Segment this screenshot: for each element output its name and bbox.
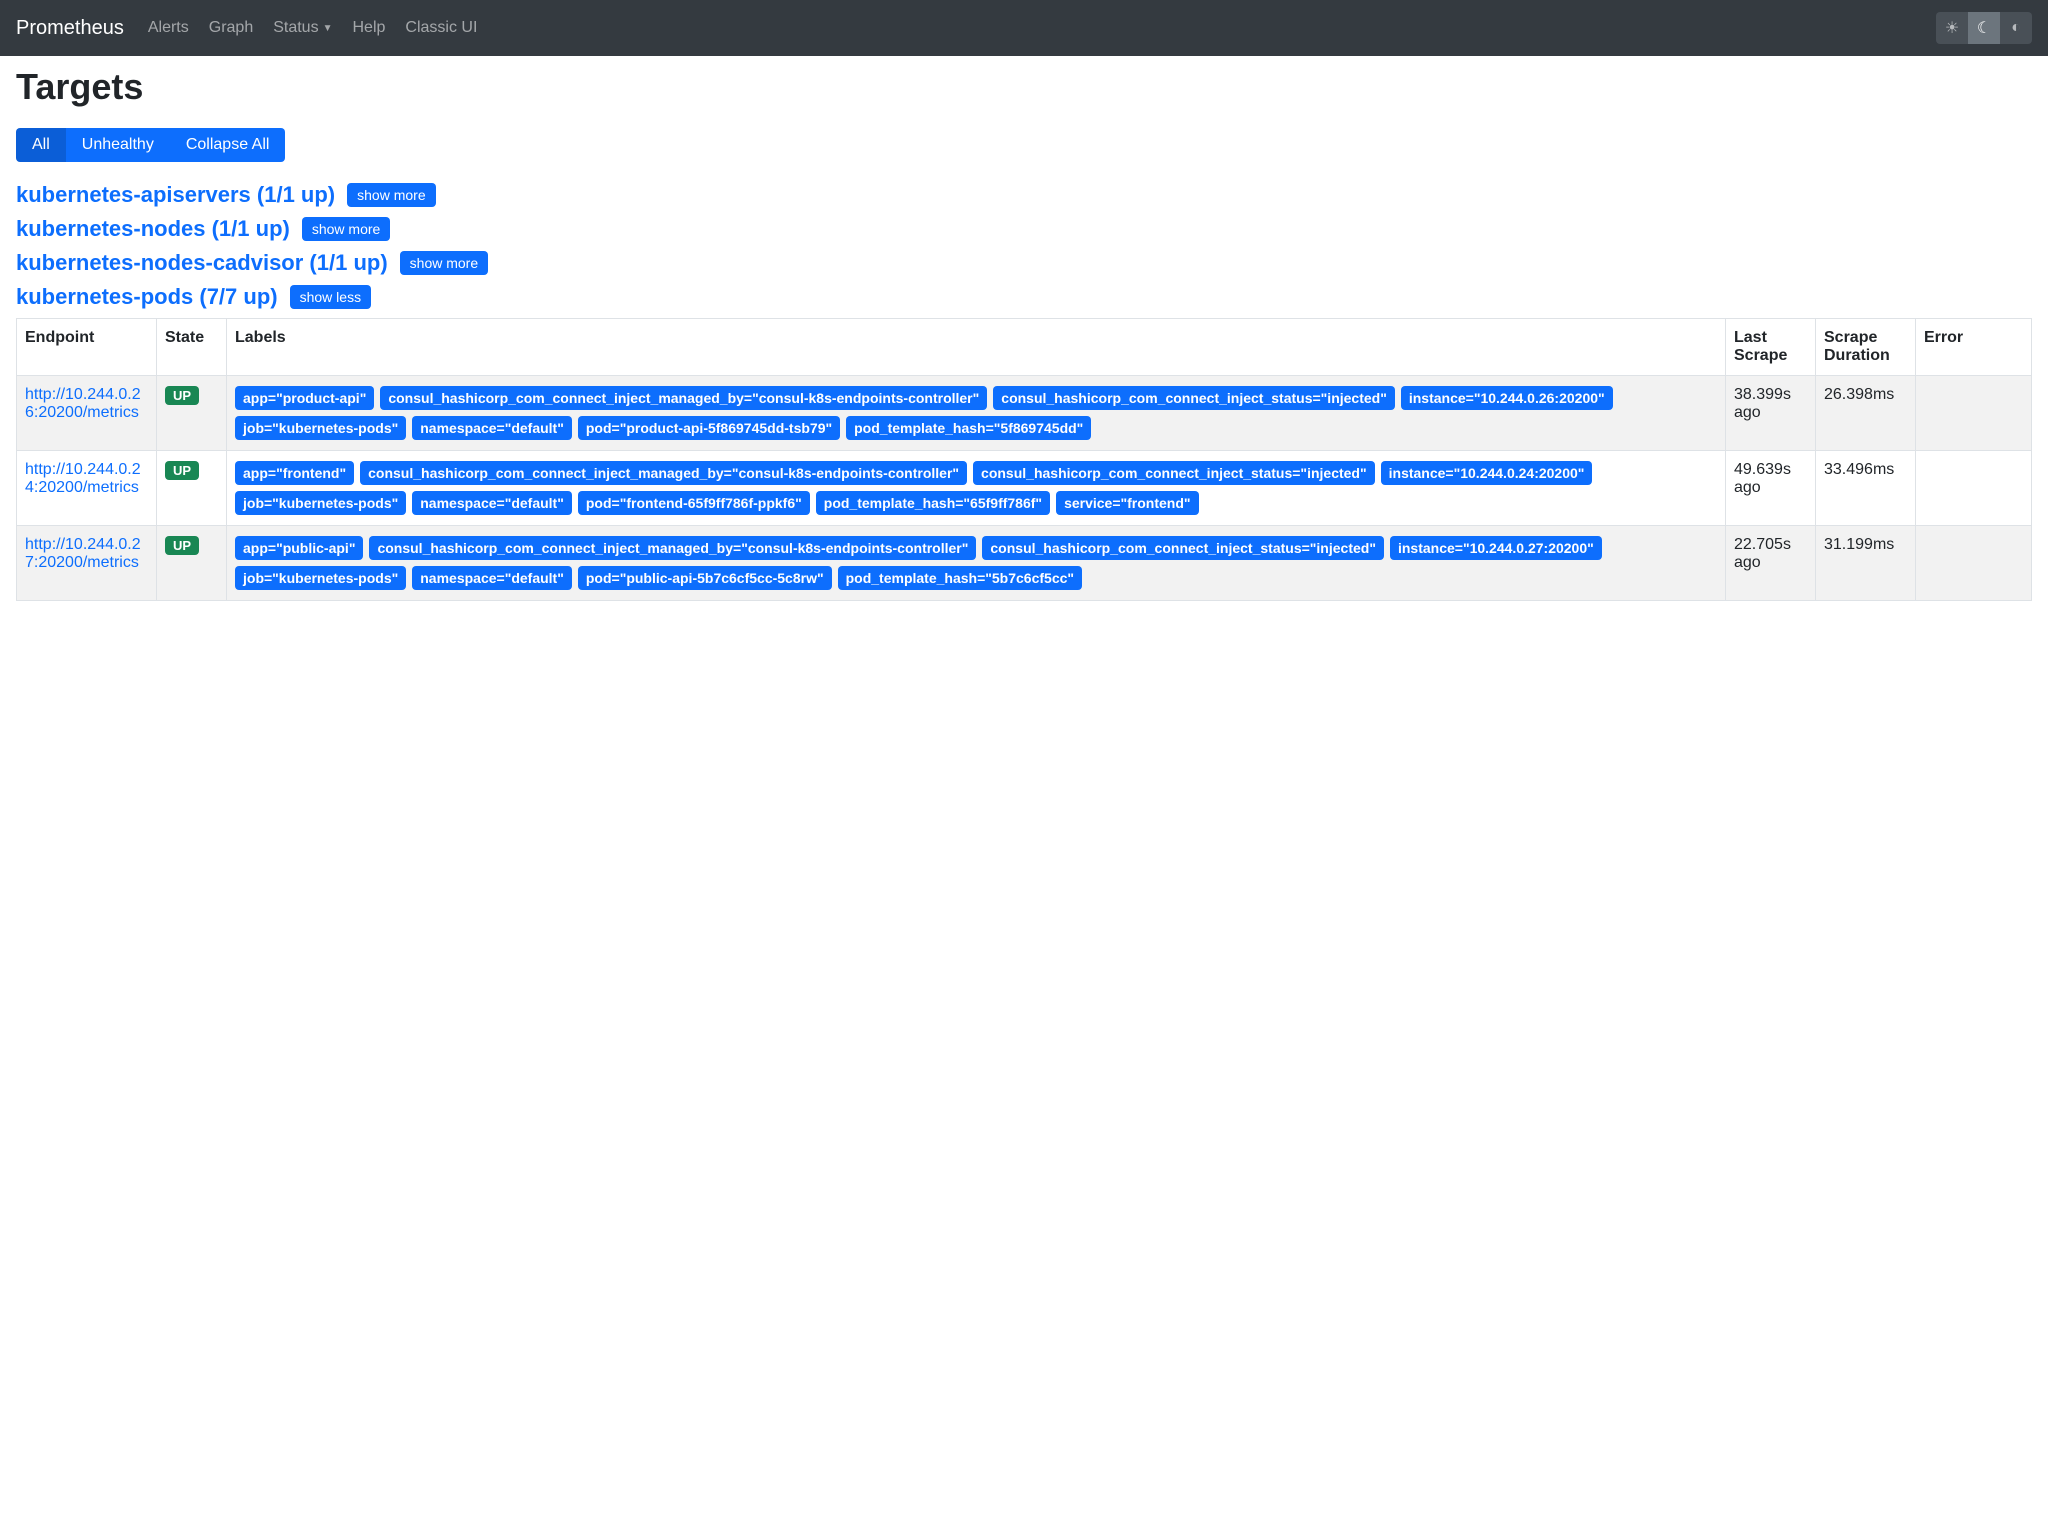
state-badge: UP: [165, 386, 199, 405]
label-badge: consul_hashicorp_com_connect_inject_mana…: [380, 386, 987, 410]
scrape-duration-cell: 26.398ms: [1816, 376, 1916, 451]
label-badge: instance="10.244.0.24:20200": [1381, 461, 1593, 485]
label-badge: pod="frontend-65f9ff786f-ppkf6": [578, 491, 810, 515]
label-badge: consul_hashicorp_com_connect_inject_stat…: [993, 386, 1395, 410]
nav-alerts[interactable]: Alerts: [148, 19, 189, 37]
theme-toggle: ☀ ☾ ◐: [1936, 12, 2032, 44]
label-badge: pod_template_hash="65f9ff786f": [816, 491, 1050, 515]
show-toggle-button[interactable]: show more: [302, 217, 390, 241]
endpoint-link[interactable]: http://10.244.0.24:20200/metrics: [25, 461, 141, 496]
label-badge: consul_hashicorp_com_connect_inject_stat…: [982, 536, 1384, 560]
label-badge: pod_template_hash="5f869745dd": [846, 416, 1091, 440]
th-scrape-duration: Scrape Duration: [1816, 319, 1916, 376]
label-badge: consul_hashicorp_com_connect_inject_mana…: [360, 461, 967, 485]
label-badge: namespace="default": [412, 416, 572, 440]
label-badge: app="frontend": [235, 461, 354, 485]
label-badge: job="kubernetes-pods": [235, 566, 406, 590]
job-name-link[interactable]: kubernetes-pods (7/7 up): [16, 284, 278, 310]
theme-dark-button[interactable]: ☾: [1968, 12, 2000, 44]
job-row: kubernetes-nodes-cadvisor (1/1 up) show m…: [16, 250, 2032, 276]
job-row: kubernetes-apiservers (1/1 up) show more: [16, 182, 2032, 208]
sun-icon: ☀: [1945, 18, 1959, 38]
last-scrape-cell: 22.705s ago: [1726, 526, 1816, 601]
th-last-scrape: Last Scrape: [1726, 319, 1816, 376]
table-row: http://10.244.0.26:20200/metrics UP app="p…: [17, 376, 2032, 451]
job-name-link[interactable]: kubernetes-nodes (1/1 up): [16, 216, 290, 242]
label-badge: namespace="default": [412, 566, 572, 590]
scrape-duration-cell: 31.199ms: [1816, 526, 1916, 601]
table-header-row: Endpoint State Labels Last Scrape Scrape…: [17, 319, 2032, 376]
job-name-link[interactable]: kubernetes-nodes-cadvisor (1/1 up): [16, 250, 388, 276]
moon-icon: ☾: [1977, 18, 1991, 38]
scrape-duration-cell: 33.496ms: [1816, 451, 1916, 526]
label-badge: namespace="default": [412, 491, 572, 515]
label-badge: service="frontend": [1056, 491, 1199, 515]
show-toggle-button[interactable]: show more: [347, 183, 435, 207]
label-badge: pod_template_hash="5b7c6cf5cc": [838, 566, 1082, 590]
label-badge: instance="10.244.0.26:20200": [1401, 386, 1613, 410]
labels-container: app="frontend"consul_hashicorp_com_conne…: [235, 461, 1717, 515]
nav-status[interactable]: Status ▼: [273, 19, 332, 37]
navbar: Prometheus Alerts Graph Status ▼ Help Cla…: [0, 0, 2048, 56]
last-scrape-cell: 49.639s ago: [1726, 451, 1816, 526]
show-toggle-button[interactable]: show less: [290, 285, 371, 309]
main-container: Targets All Unhealthy Collapse All kuber…: [0, 56, 2048, 611]
job-row: kubernetes-nodes (1/1 up) show more: [16, 216, 2032, 242]
labels-container: app="public-api"consul_hashicorp_com_con…: [235, 536, 1717, 590]
contrast-icon: ◐: [2011, 19, 2021, 37]
filter-all-button[interactable]: All: [16, 128, 66, 162]
theme-auto-button[interactable]: ◐: [2000, 12, 2032, 44]
label-badge: pod="product-api-5f869745dd-tsb79": [578, 416, 840, 440]
th-endpoint: Endpoint: [17, 319, 157, 376]
nav-status-label: Status: [273, 19, 318, 37]
targets-table: Endpoint State Labels Last Scrape Scrape…: [16, 318, 2032, 601]
jobs-list: kubernetes-apiservers (1/1 up)show morek…: [16, 182, 2032, 310]
error-cell: [1916, 451, 2032, 526]
state-badge: UP: [165, 536, 199, 555]
brand[interactable]: Prometheus: [16, 17, 124, 40]
nav-classic[interactable]: Classic UI: [405, 19, 477, 37]
error-cell: [1916, 526, 2032, 601]
label-badge: pod="public-api-5b7c6cf5cc-5c8rw": [578, 566, 832, 590]
label-badge: consul_hashicorp_com_connect_inject_stat…: [973, 461, 1375, 485]
job-row: kubernetes-pods (7/7 up) show less: [16, 284, 2032, 310]
table-row: http://10.244.0.24:20200/metrics UP app="f…: [17, 451, 2032, 526]
label-badge: consul_hashicorp_com_connect_inject_mana…: [369, 536, 976, 560]
label-badge: app="public-api": [235, 536, 363, 560]
error-cell: [1916, 376, 2032, 451]
nav-help[interactable]: Help: [352, 19, 385, 37]
theme-light-button[interactable]: ☀: [1936, 12, 1968, 44]
label-badge: instance="10.244.0.27:20200": [1390, 536, 1602, 560]
state-badge: UP: [165, 461, 199, 480]
job-name-link[interactable]: kubernetes-apiservers (1/1 up): [16, 182, 335, 208]
th-error: Error: [1916, 319, 2032, 376]
label-badge: job="kubernetes-pods": [235, 491, 406, 515]
label-badge: job="kubernetes-pods": [235, 416, 406, 440]
collapse-all-button[interactable]: Collapse All: [170, 128, 286, 162]
label-badge: app="product-api": [235, 386, 374, 410]
nav-links: Alerts Graph Status ▼ Help Classic UI: [148, 19, 478, 37]
labels-container: app="product-api"consul_hashicorp_com_co…: [235, 386, 1717, 440]
show-toggle-button[interactable]: show more: [400, 251, 488, 275]
page-title: Targets: [16, 66, 2032, 108]
filter-unhealthy-button[interactable]: Unhealthy: [66, 128, 170, 162]
filter-buttons: All Unhealthy Collapse All: [16, 128, 285, 162]
table-row: http://10.244.0.27:20200/metrics UP app="p…: [17, 526, 2032, 601]
last-scrape-cell: 38.399s ago: [1726, 376, 1816, 451]
th-state: State: [157, 319, 227, 376]
endpoint-link[interactable]: http://10.244.0.26:20200/metrics: [25, 386, 141, 421]
chevron-down-icon: ▼: [323, 23, 333, 34]
navbar-left: Prometheus Alerts Graph Status ▼ Help Cla…: [16, 17, 477, 40]
endpoint-link[interactable]: http://10.244.0.27:20200/metrics: [25, 536, 141, 571]
nav-graph[interactable]: Graph: [209, 19, 253, 37]
th-labels: Labels: [227, 319, 1726, 376]
